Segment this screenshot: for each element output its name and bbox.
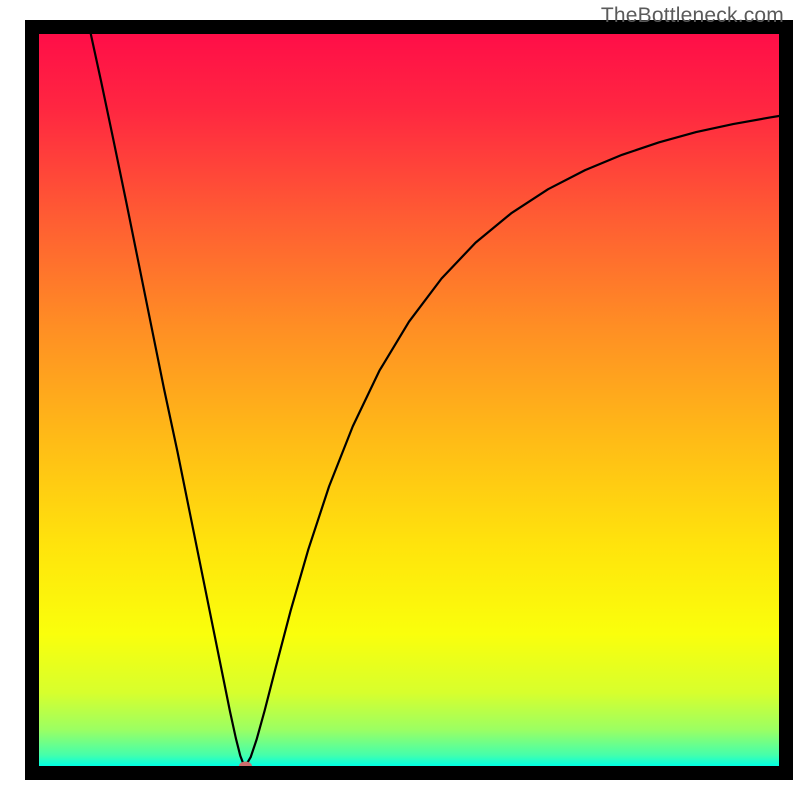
chart-canvas: TheBottleneck.com [0, 0, 800, 800]
bottleneck-plot [0, 0, 800, 800]
plot-background [39, 34, 779, 766]
